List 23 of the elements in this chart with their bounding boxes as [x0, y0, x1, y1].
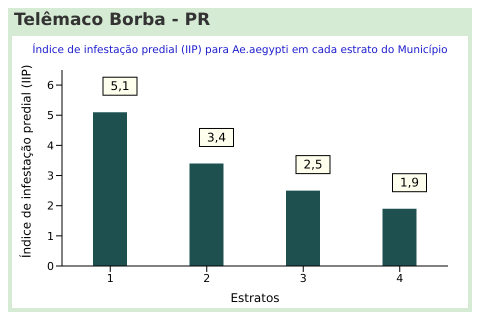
x-tick-label: 3: [300, 272, 307, 285]
data-label: 2,5: [303, 158, 323, 172]
x-tick-label: 4: [396, 272, 404, 285]
data-label: 3,4: [206, 130, 226, 144]
y-tick-label: 4: [47, 139, 54, 152]
chart-title: Telêmaco Borba - PR: [13, 9, 212, 32]
bar: [286, 190, 320, 266]
bar: [93, 112, 127, 266]
y-tick-label: 6: [47, 78, 54, 92]
data-label: 5,1: [110, 79, 130, 94]
y-tick-label: 0: [47, 260, 54, 273]
x-tick-label: 2: [203, 272, 210, 285]
y-tick-label: 2: [47, 200, 54, 213]
x-tick-label: 1: [106, 272, 114, 285]
chart-subtitle: Índice de infestação predial (IIP) para Ae.aegypti em cada estrato do Município: [31, 44, 449, 56]
y-axis-title: Índice de infestação predial (IIP): [18, 64, 34, 258]
bar: [190, 163, 224, 266]
x-axis-title: Estratos: [230, 291, 280, 305]
y-tick-label: 3: [47, 169, 54, 182]
y-tick-label: 5: [47, 109, 54, 122]
y-tick-label: 1: [47, 230, 54, 243]
data-label: 1,9: [400, 176, 420, 190]
bar: [382, 208, 416, 266]
